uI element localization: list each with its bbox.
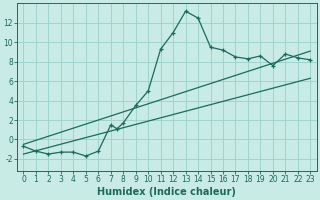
- X-axis label: Humidex (Indice chaleur): Humidex (Indice chaleur): [98, 187, 236, 197]
